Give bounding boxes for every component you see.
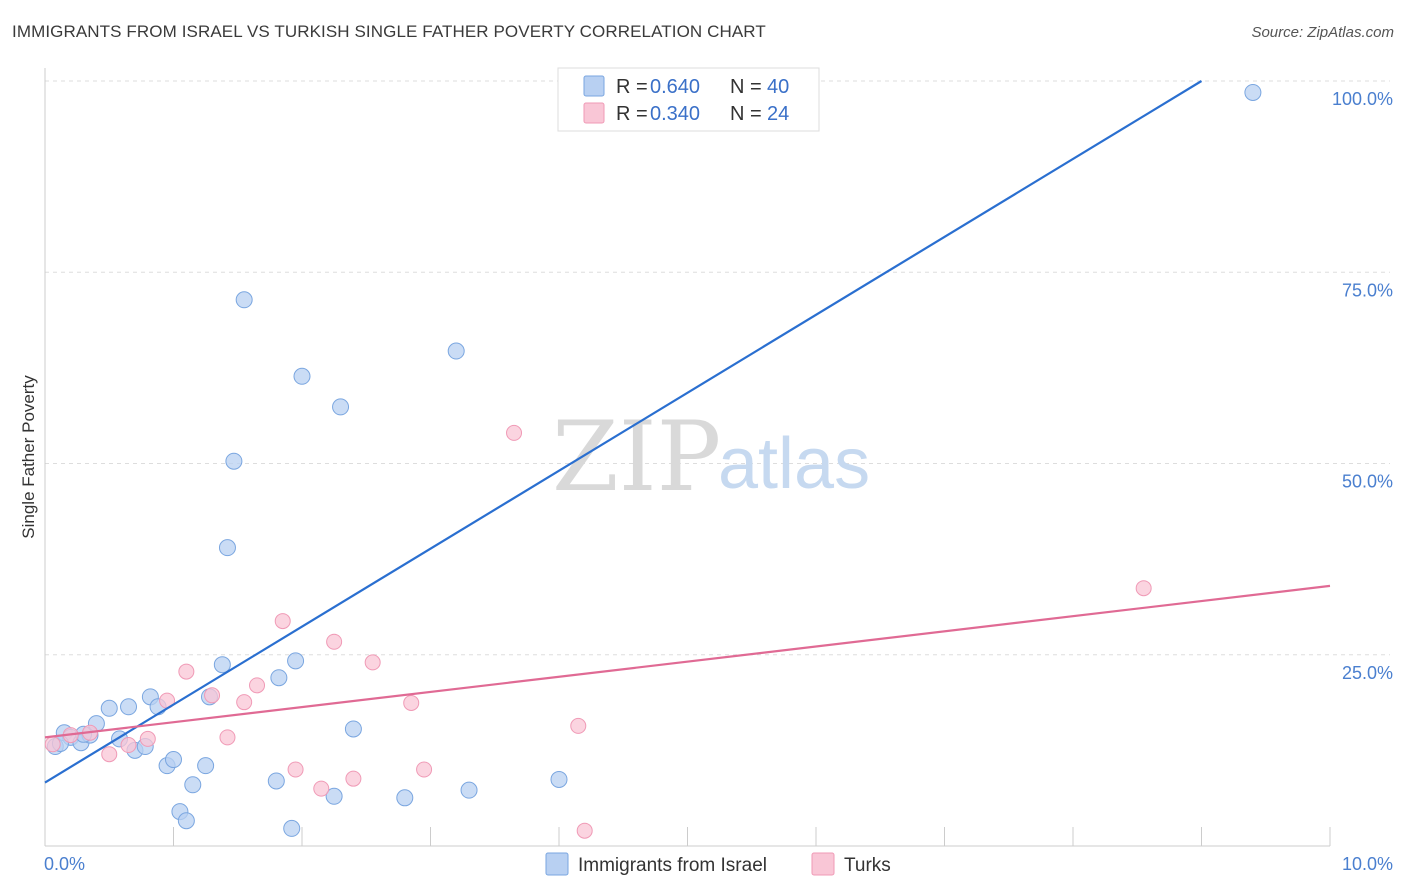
- israel-point: [197, 757, 215, 775]
- y-tick-label: 50.0%: [1342, 472, 1393, 492]
- turks-point: [345, 770, 362, 787]
- turks-point: [101, 746, 118, 763]
- legend-n-value-turks: 24: [767, 103, 789, 125]
- turks-point: [1135, 580, 1152, 597]
- israel-point: [460, 781, 478, 799]
- turks-point: [249, 677, 266, 694]
- legend: R = 0.640 N = 40 R = 0.340 N = 24: [557, 67, 820, 132]
- watermark-atlas: atlas: [718, 424, 870, 504]
- legend-r-value-turks: 0.340: [650, 103, 700, 125]
- turks-point: [236, 694, 253, 711]
- y-axis-label: Single Father Poverty: [19, 375, 38, 539]
- israel-point: [225, 452, 243, 470]
- bottom-legend-label-israel: Immigrants from Israel: [578, 855, 767, 876]
- bottom-legend-label-turks: Turks: [844, 855, 891, 876]
- israel-point: [325, 787, 343, 805]
- legend-swatch-turks: [583, 102, 605, 124]
- israel-point: [235, 291, 253, 309]
- y-tick-labels: 25.0% 50.0% 75.0% 100.0%: [1332, 89, 1393, 683]
- bottom-legend-swatch-israel: [545, 852, 569, 876]
- israel-point: [213, 656, 231, 674]
- israel-point: [267, 772, 285, 790]
- legend-n-value-israel: 40: [767, 76, 789, 98]
- bottom-legend: Immigrants from Israel Turks: [545, 852, 891, 876]
- israel-point: [165, 751, 182, 769]
- turks-point: [178, 663, 195, 680]
- turks-point: [403, 694, 420, 711]
- y-tick-label: 25.0%: [1342, 663, 1393, 683]
- turks-point: [287, 761, 304, 778]
- legend-n-label-turks: N =: [730, 103, 767, 125]
- israel-point: [120, 698, 138, 716]
- legend-swatch-israel: [583, 75, 605, 97]
- axes: [44, 68, 1331, 847]
- legend-r-label-turks: R =: [616, 103, 653, 125]
- israel-point: [177, 812, 195, 830]
- turks-point: [120, 737, 137, 754]
- legend-n-label-israel: N =: [730, 76, 767, 98]
- israel-point: [550, 770, 568, 788]
- turks-point: [139, 730, 156, 747]
- turks-point: [274, 613, 291, 630]
- trendline-turks: [44, 584, 1331, 739]
- israel-point: [184, 776, 202, 794]
- israel-point: [283, 819, 301, 837]
- israel-point: [332, 398, 350, 416]
- turks-point: [576, 822, 593, 839]
- turks-point: [219, 729, 236, 746]
- turks-point: [313, 780, 330, 797]
- turks-point: [364, 654, 381, 671]
- watermark-zip: ZIP: [552, 401, 721, 513]
- israel-point: [218, 539, 236, 557]
- israel-point: [1244, 83, 1262, 101]
- turks-point: [570, 717, 587, 734]
- turks-point: [326, 633, 343, 650]
- israel-point: [287, 652, 305, 670]
- israel-point: [100, 699, 118, 717]
- gridlines: [45, 80, 1390, 656]
- y-tick-label: 100.0%: [1332, 89, 1393, 109]
- israel-point: [293, 367, 311, 385]
- legend-r-value-israel: 0.640: [650, 76, 700, 98]
- y-tick-label: 75.0%: [1342, 280, 1393, 300]
- israel-point: [270, 669, 288, 687]
- israel-point: [396, 789, 414, 807]
- turks-point: [204, 687, 221, 704]
- watermark: ZIP atlas: [552, 401, 870, 513]
- legend-r-label-israel: R =: [616, 76, 653, 98]
- turks-point: [44, 736, 61, 753]
- trendline-israel: [44, 80, 1203, 784]
- turks-point: [416, 761, 433, 778]
- trendlines: [44, 80, 1331, 784]
- x-tick-label-min: 0.0%: [44, 854, 85, 874]
- turks-point: [506, 424, 523, 441]
- israel-point: [447, 342, 465, 360]
- x-tick-label-max: 10.0%: [1342, 854, 1393, 874]
- chart-source: Source: ZipAtlas.com: [1251, 24, 1394, 41]
- x-tick-labels: 0.0% 10.0%: [44, 854, 1393, 874]
- bottom-legend-swatch-turks: [811, 852, 835, 876]
- chart-title: IMMIGRANTS FROM ISRAEL VS TURKISH SINGLE…: [12, 22, 766, 41]
- israel-point: [344, 720, 362, 738]
